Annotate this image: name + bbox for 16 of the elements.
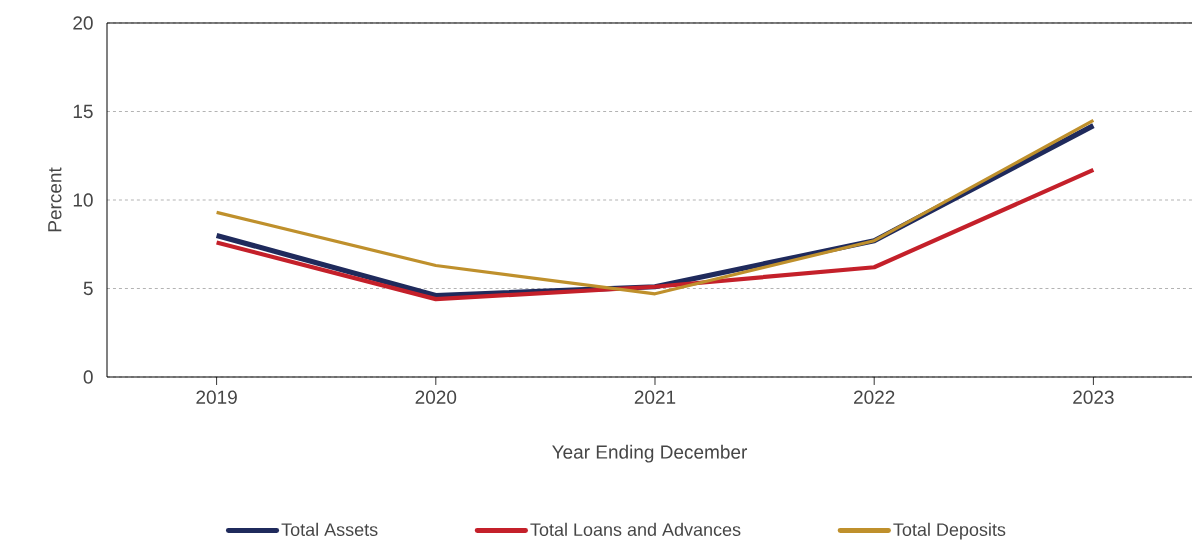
x-tick-label: 2023 bbox=[1073, 390, 1114, 404]
legend-label: Total Assets bbox=[281, 522, 378, 536]
y-tick-label: 5 bbox=[83, 281, 93, 296]
y-axis-title: Percent bbox=[48, 167, 62, 232]
y-tick-label: 20 bbox=[73, 16, 93, 30]
legend-label: Total Deposits bbox=[893, 522, 1006, 540]
line-series bbox=[214, 167, 1096, 302]
y-tick-label: 15 bbox=[73, 104, 93, 119]
x-tick-label: 2021 bbox=[634, 390, 676, 404]
y-tick-label: 10 bbox=[73, 193, 93, 207]
legend-label: Total Loans and Advances bbox=[530, 522, 741, 536]
y-tick-label: 0 bbox=[83, 370, 93, 384]
x-tick-label: 2020 bbox=[415, 390, 457, 404]
x-tick-label: 2019 bbox=[196, 390, 237, 404]
x-axis-title: Year Ending December bbox=[552, 444, 748, 463]
x-tick-label: 2022 bbox=[854, 390, 895, 404]
